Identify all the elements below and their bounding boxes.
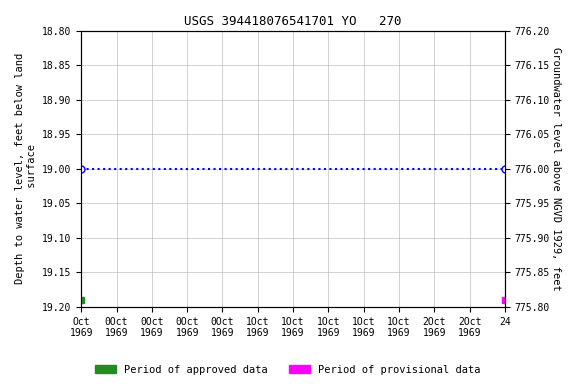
Y-axis label: Groundwater level above NGVD 1929, feet: Groundwater level above NGVD 1929, feet	[551, 47, 561, 291]
Title: USGS 394418076541701 YO   270: USGS 394418076541701 YO 270	[184, 15, 402, 28]
Legend: Period of approved data, Period of provisional data: Period of approved data, Period of provi…	[91, 361, 485, 379]
Y-axis label: Depth to water level, feet below land
 surface: Depth to water level, feet below land su…	[15, 53, 37, 285]
